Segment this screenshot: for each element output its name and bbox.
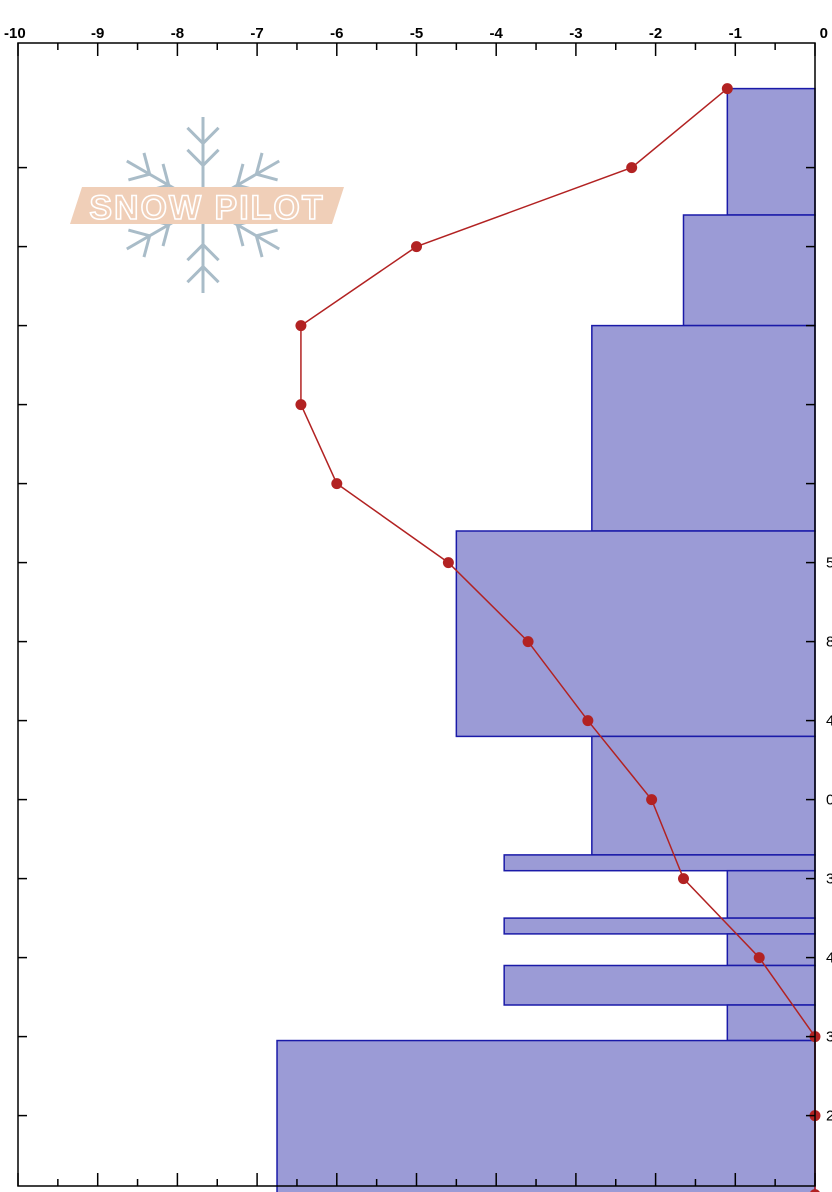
- snowflake-branch: [161, 163, 171, 186]
- temperature-point: [331, 478, 343, 490]
- snowflake-branch: [186, 243, 205, 262]
- snowflake-branch: [161, 224, 171, 247]
- temperature-point: [753, 952, 765, 964]
- snowflake-branch: [128, 172, 151, 182]
- hardness-bar: [455, 530, 816, 738]
- temperature-point: [442, 557, 454, 569]
- right-axis-label: 4: [826, 950, 832, 967]
- temperature-point: [646, 794, 658, 806]
- snowflake-branch: [186, 126, 205, 145]
- x-tick-label: -5: [410, 25, 423, 42]
- hardness-bar: [726, 869, 816, 919]
- hardness-bar: [726, 1004, 816, 1042]
- logo-band: [70, 187, 344, 224]
- temperature-point: [411, 241, 422, 253]
- snowflake-branch: [142, 152, 152, 175]
- x-tick-label: -3: [569, 25, 582, 42]
- snowflake-branch: [201, 126, 220, 145]
- x-tick-label: -7: [250, 25, 263, 42]
- snowflake-branch: [201, 148, 220, 167]
- snowflake-branch: [235, 163, 245, 186]
- temperature-point: [721, 83, 733, 95]
- snowflake-branch: [235, 224, 245, 247]
- logo-text: SNOW PILOT: [89, 189, 324, 227]
- snowflake-branch: [255, 228, 278, 238]
- snowflake-branch: [128, 228, 151, 238]
- right-axis-label: 3: [826, 1029, 832, 1046]
- right-axis-label: 4: [826, 713, 832, 730]
- x-tick-label: -9: [91, 25, 104, 42]
- hardness-bar: [503, 964, 816, 1006]
- temperature-point: [522, 636, 534, 648]
- x-tick-label: -10: [4, 25, 26, 42]
- right-axis-label: 8: [826, 634, 832, 651]
- snowpilot-logo: SNOW PILOT: [70, 117, 344, 293]
- right-axis-label: 2: [826, 1108, 832, 1125]
- snowflake-branch: [186, 265, 205, 284]
- temperature-layer: [295, 83, 821, 1192]
- right-axis-labels: 5 8 4 0 3 4 3 2: [826, 555, 832, 1125]
- x-tick-label: -4: [490, 25, 504, 42]
- hardness-bar: [726, 87, 816, 216]
- temperature-point: [582, 715, 594, 727]
- temperature-point: [810, 1189, 820, 1192]
- snowflake-branch: [142, 235, 152, 258]
- snowflake-branch: [186, 148, 205, 167]
- snowflake-branch: [255, 172, 278, 182]
- temperature-point: [295, 399, 307, 411]
- x-tick-label: -8: [171, 25, 184, 42]
- temperature-point: [626, 162, 638, 174]
- hardness-bar: [682, 214, 816, 327]
- right-axis-label: 5: [826, 555, 832, 572]
- x-tick-label: -1: [729, 25, 742, 42]
- x-tick-label: -2: [649, 25, 662, 42]
- hardness-bar: [503, 917, 816, 935]
- snowflake-branch: [201, 243, 220, 262]
- axes-layer: [17, 42, 816, 1187]
- bars-layer: [276, 87, 816, 1192]
- tick-labels: -10 -9 -8 -7 -6 -5 -4 -3 -2 -1 0: [4, 25, 828, 42]
- right-axis-label: 0: [826, 792, 832, 809]
- x-tick-label: 0: [820, 25, 828, 42]
- hardness-bar: [591, 735, 816, 856]
- temperature-point: [677, 873, 689, 885]
- hardness-bar: [276, 1039, 816, 1192]
- hardness-bar: [503, 854, 816, 872]
- snowflake-branch: [254, 235, 264, 258]
- x-tick-label: -6: [330, 25, 343, 42]
- hardness-bar: [591, 324, 816, 532]
- temperature-point: [295, 320, 307, 332]
- right-axis-label: 3: [826, 871, 832, 888]
- snowflake-branch: [201, 265, 220, 284]
- snowflake-branch: [254, 152, 264, 175]
